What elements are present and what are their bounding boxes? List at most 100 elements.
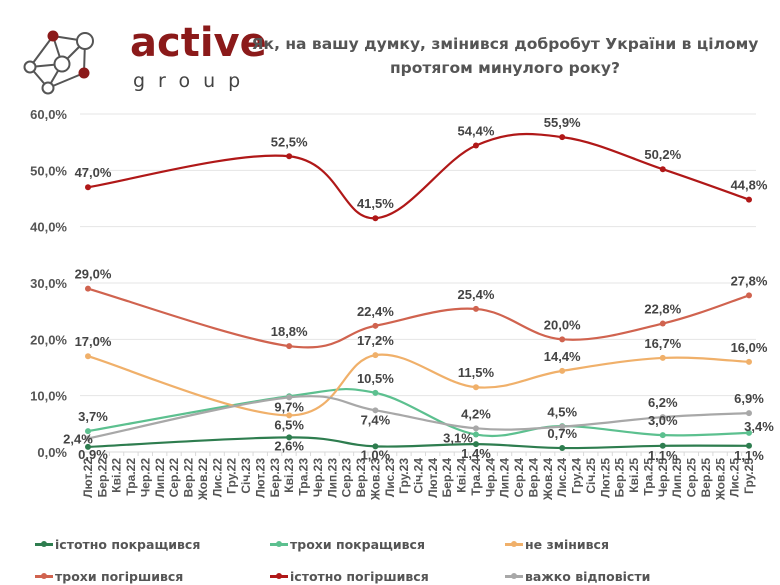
series-2-data-label: 6,5% [274, 417, 304, 432]
series-0-point [659, 442, 666, 449]
series-4-point [372, 215, 379, 222]
legend-item: важко відповісти [505, 569, 650, 584]
line-chart: 0,0% 10,0% 20,0% 30,0% 40,0% 50,0% 60,0% Лют.2… [30, 107, 774, 501]
x-tick-label: Вер.23 [354, 458, 368, 498]
series-5-point [559, 423, 566, 430]
x-tick-label: Лют.23 [253, 458, 267, 498]
series-2-data-label: 17,2% [357, 333, 394, 348]
series-1-point [85, 428, 91, 435]
chart-title-line-2: протягом минулого року? [389, 59, 621, 77]
legend-line-marker-icon [35, 541, 53, 547]
legend-item: істотно покращився [35, 537, 200, 552]
x-tick-label: Чер.24 [483, 458, 497, 497]
x-tick-label: Жов.22 [196, 458, 210, 501]
series-3-point [472, 305, 479, 312]
x-tick-label: Кві.24 [455, 458, 469, 493]
x-tick-label: Лис.23 [383, 458, 397, 497]
x-tick-label: Кві.22 [110, 458, 124, 493]
x-tick-label: Чер.25 [656, 458, 670, 497]
legend-label: істотно покращився [55, 537, 201, 552]
x-tick-label: Жов.24 [541, 458, 555, 501]
y-axis: 0,0% 10,0% 20,0% 30,0% 40,0% 50,0% 60,0% [30, 107, 67, 460]
series-0-point [286, 434, 293, 441]
series-0-data-label: 1,1% [648, 448, 678, 463]
series-2-point [85, 353, 91, 360]
series-3-data-label: 18,8% [271, 324, 308, 339]
series-2-data-label: 17,0% [75, 334, 112, 349]
x-tick-label: Січ.23 [239, 458, 253, 494]
legend-line-marker-icon [270, 541, 288, 547]
logo-subtitle: group [133, 70, 254, 92]
x-tick-label: Тра.25 [641, 458, 655, 496]
series-3-data-label: 20,0% [544, 317, 581, 332]
series-4-data-label: 54,4% [458, 124, 495, 139]
series-2-data-label: 14,4% [544, 349, 581, 364]
legend-label: не змінився [525, 537, 609, 552]
x-tick-label: Гру.25 [742, 458, 756, 494]
series-5-data-label: 4,5% [547, 405, 577, 420]
y-tick-label: 10,0% [30, 389, 67, 404]
series-2-point [472, 384, 479, 391]
x-tick-label: Гру.24 [570, 458, 584, 494]
series-4-data-label: 55,9% [544, 115, 581, 130]
series-5-data-label: 6,9% [734, 391, 764, 406]
series-1-point [659, 432, 666, 439]
series-0-point [472, 441, 479, 448]
x-tick-label: Січ.24 [412, 458, 426, 494]
series-0-point [85, 443, 91, 450]
series-0-data-label: 1,1% [734, 448, 764, 463]
series-2-point [559, 367, 566, 374]
series-3-point [286, 343, 293, 350]
x-tick-label: Вер.25 [699, 458, 713, 498]
legend-item: трохи погіршився [35, 569, 183, 584]
x-tick-label: Кві.25 [627, 458, 641, 493]
series-1-data-label: 3,1% [443, 431, 473, 446]
x-tick-label: Січ.25 [584, 458, 598, 494]
gridlines [80, 113, 756, 397]
chart-title: Як, на вашу думку, змінився добробут Укр… [250, 32, 760, 80]
x-tick-label: Кві.23 [282, 458, 296, 493]
legend-line-marker-icon [270, 573, 288, 579]
series-3-point [85, 285, 91, 292]
legend-item: трохи покращився [270, 537, 425, 552]
series-0-data-label: 0,7% [547, 426, 577, 441]
series-4-line [87, 132, 750, 220]
series-4-data-label: 41,5% [357, 196, 394, 211]
x-tick-label: Бер.22 [95, 458, 109, 498]
x-tick-label: Бер.24 [440, 458, 454, 498]
series-5-data-label: 9,7% [274, 399, 304, 414]
series-4-data-label: 50,2% [644, 147, 681, 162]
x-tick-label: Вер.24 [526, 458, 540, 498]
series-3-line [87, 287, 750, 349]
series-5-data-label: 7,4% [361, 412, 391, 427]
series-4-point [85, 184, 91, 191]
series-4-data-label: 47,0% [75, 165, 112, 180]
series-1-data-label: 3,7% [78, 409, 108, 424]
series-1-point [472, 431, 479, 438]
x-tick-label: Тра.22 [124, 458, 138, 496]
series-5-point [746, 410, 752, 417]
series-2-line [87, 353, 750, 417]
series-1-data-label: 3,0% [648, 413, 678, 428]
x-tick-label: Сер.24 [512, 458, 526, 498]
logo-network-icon [23, 30, 94, 95]
series-2-data-label: 16,0% [731, 340, 768, 355]
y-tick-label: 30,0% [30, 276, 67, 291]
series-2-point [372, 352, 379, 359]
series-1-point [746, 429, 752, 436]
x-tick-label: Лис.25 [728, 458, 742, 497]
x-tick-label: Жов.25 [713, 458, 727, 501]
x-tick-label: Тра.24 [469, 458, 483, 496]
series-4-data-label: 44,8% [731, 178, 768, 193]
y-tick-label: 0,0% [37, 445, 67, 460]
x-tick-label: Жов.23 [368, 458, 382, 501]
series-0-point [559, 445, 566, 452]
x-tick-label: Бер.25 [613, 458, 627, 498]
x-tick-label: Бер.23 [268, 458, 282, 498]
x-tick-label: Сер.23 [340, 458, 354, 498]
y-tick-label: 20,0% [30, 332, 67, 347]
series-2-data-label: 16,7% [644, 336, 681, 351]
series-4-point [559, 134, 566, 141]
series-3-point [559, 336, 566, 343]
y-tick-label: 40,0% [30, 220, 67, 235]
